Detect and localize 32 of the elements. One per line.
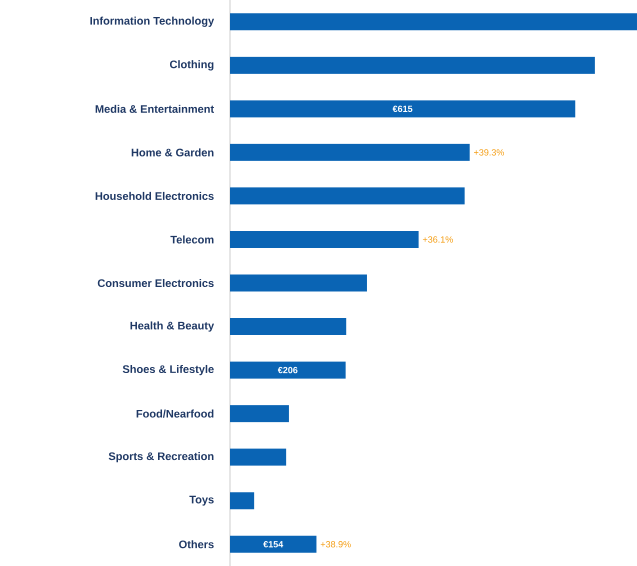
bar [230, 405, 289, 422]
y-tick-label: Toys [189, 496, 214, 506]
data-label: €615 [392, 106, 412, 112]
bar [230, 536, 316, 553]
bar [230, 318, 346, 336]
y-tick-label: Clothing [170, 60, 214, 70]
y-tick-label: Sports & Recreation [108, 452, 214, 462]
annotation: +36.1% [422, 236, 453, 243]
y-tick-label: Home & Garden [132, 148, 214, 156]
annotation: +39.3% [474, 149, 504, 156]
bar [230, 56, 595, 74]
bar [230, 13, 637, 30]
bar [230, 362, 346, 379]
annotation: +38.9% [320, 541, 351, 548]
y-tick-label: Shoes & Lifestyle [122, 364, 214, 376]
data-label: €206 [278, 366, 298, 374]
y-tick-label: Media & Entertainment [96, 104, 214, 113]
y-tick-label: Consumer Electronics [98, 278, 214, 288]
y-tick-label: Information Technology [90, 16, 214, 27]
bar [230, 274, 367, 292]
y-tick-label: Health & Beauty [130, 321, 214, 332]
bar [230, 448, 286, 466]
bar [230, 492, 254, 510]
bar [230, 144, 470, 161]
bar [230, 187, 465, 204]
y-tick-label: Household Electronics [96, 192, 214, 200]
data-label: €154 [263, 541, 284, 548]
y-tick-label: Others [179, 540, 214, 548]
bar [230, 100, 576, 118]
y-tick-label: Food/Nearfood [136, 410, 214, 418]
bar [230, 230, 419, 248]
y-tick-label: Telecom [170, 235, 214, 244]
